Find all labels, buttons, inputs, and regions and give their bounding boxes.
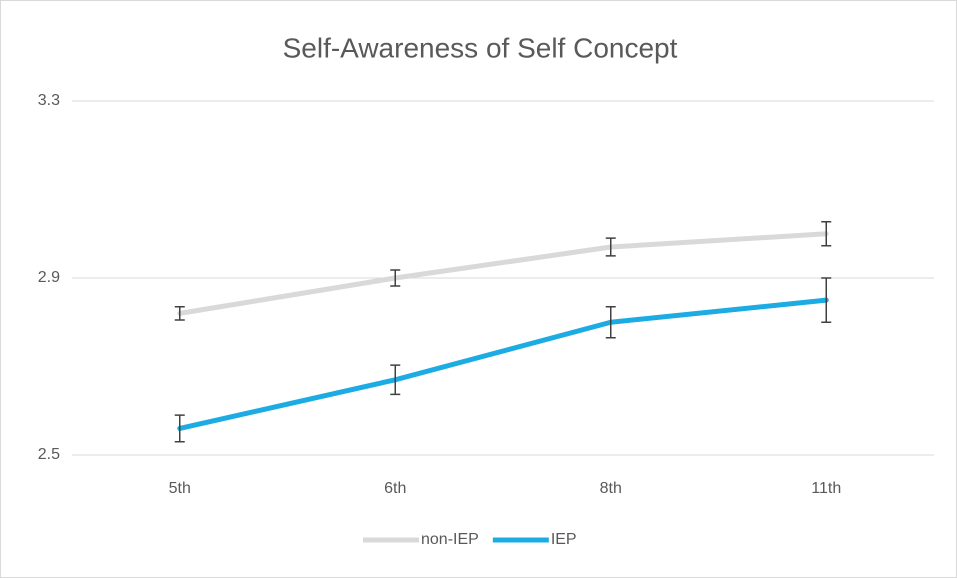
x-tick-label: 5th (169, 480, 191, 497)
error-bar (821, 221, 832, 247)
x-tick-label: 11th (811, 480, 841, 497)
legend-label: IEP (551, 531, 577, 548)
error-bar (605, 237, 616, 257)
x-tick-label: 6th (384, 480, 406, 497)
y-tick-label: 2.5 (38, 446, 60, 463)
series-line (177, 231, 829, 316)
y-tick-label: 2.9 (38, 269, 60, 286)
error-bar (390, 269, 401, 287)
series-line (177, 297, 829, 431)
error-bar (605, 306, 616, 339)
error-bar (821, 277, 832, 323)
error-bar (390, 364, 401, 396)
error-bar (174, 306, 185, 321)
y-tick-label: 3.3 (38, 92, 60, 109)
error-bar (174, 414, 185, 443)
chart-title: Self-Awareness of Self Concept (283, 32, 678, 63)
x-tick-label: 8th (600, 480, 622, 497)
legend-label: non-IEP (421, 531, 479, 548)
